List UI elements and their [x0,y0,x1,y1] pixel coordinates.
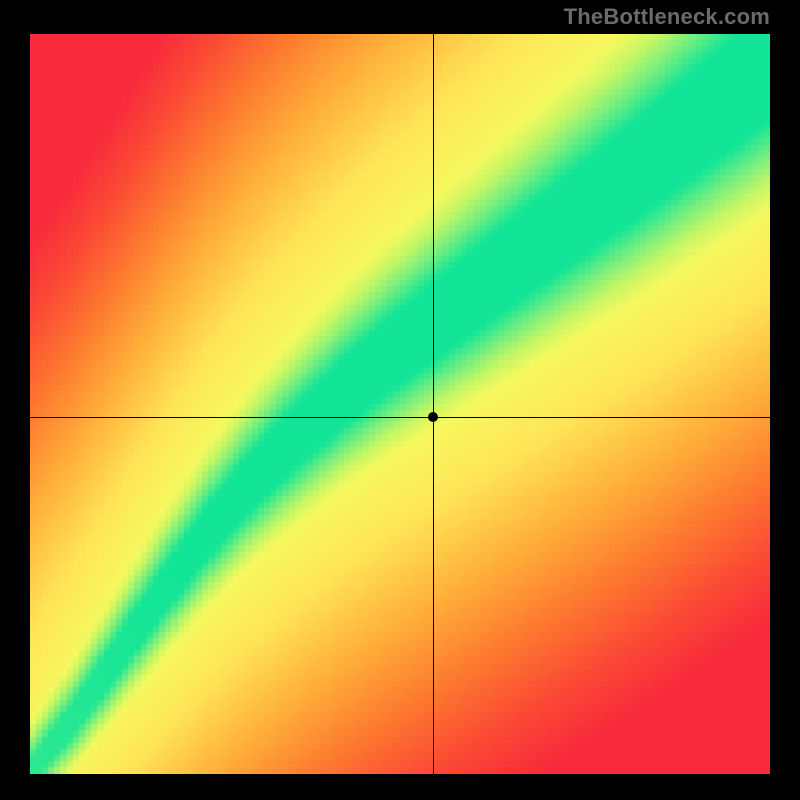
bottleneck-heatmap [30,34,770,774]
watermark-text: TheBottleneck.com [564,4,770,30]
chart-frame: TheBottleneck.com [0,0,800,800]
